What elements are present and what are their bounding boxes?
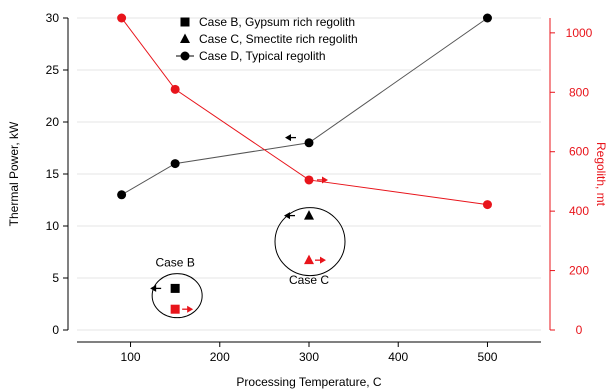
case-b-circle	[151, 273, 203, 319]
case-c-circle	[274, 207, 346, 277]
thermal-power-series-line	[121, 17, 488, 196]
right-tick-label: 200	[569, 264, 589, 278]
case-annotation: Case B	[155, 256, 194, 270]
legend-square-marker	[180, 17, 190, 27]
left-tick-label: 15	[46, 167, 60, 181]
right-tick-label: 600	[569, 145, 589, 159]
legend-label: Case D, Typical regolith	[199, 49, 326, 63]
thermal-power-circle-point	[304, 138, 314, 148]
left-axis-arrow-head	[285, 134, 291, 142]
left-axis-label: Thermal Power, kW	[7, 121, 21, 226]
x-tick-label: 500	[477, 350, 497, 364]
legend-triangle-marker	[180, 33, 190, 43]
right-tick-label: 0	[576, 323, 583, 337]
thermal-power-square-point	[170, 283, 180, 293]
x-tick-label: 100	[121, 350, 141, 364]
legend-circle-marker	[180, 51, 190, 61]
left-tick-label: 30	[46, 11, 60, 25]
right-axis-label: Regolith, mt	[594, 142, 608, 207]
left-tick-label: 25	[46, 63, 60, 77]
right-tick-label: 800	[569, 85, 589, 99]
thermal-power-circle-point	[482, 13, 492, 23]
thermal-power-triangle-point	[304, 210, 314, 220]
regolith-circle-point	[304, 175, 314, 185]
case-annotation: Case C	[289, 273, 329, 287]
legend-label: Case C, Smectite rich regolith	[199, 32, 358, 46]
right-tick-label: 400	[569, 204, 589, 218]
x-tick-label: 400	[388, 350, 408, 364]
x-axis-label: Processing Temperature, C	[236, 375, 382, 389]
regolith-square-point	[170, 304, 180, 314]
x-tick-label: 200	[210, 350, 230, 364]
regolith-circle-point	[117, 13, 127, 23]
right-tick-label: 1000	[566, 26, 593, 40]
left-axis-arrow-head	[284, 212, 290, 220]
left-tick-label: 5	[52, 271, 59, 285]
regolith-triangle-point	[304, 254, 314, 265]
right-axis-arrow-head	[320, 256, 326, 264]
right-axis-arrow-head	[187, 305, 194, 313]
legend-label: Case B, Gypsum rich regolith	[199, 15, 355, 29]
x-tick-label: 300	[299, 350, 319, 364]
left-tick-label: 20	[46, 115, 60, 129]
left-tick-label: 0	[52, 323, 59, 337]
thermal-power-circle-point	[170, 159, 180, 169]
thermal-power-circle-point	[117, 190, 127, 200]
regolith-circle-point	[482, 200, 492, 210]
left-axis-arrow-head	[150, 284, 157, 292]
regolith-circle-point	[170, 84, 180, 94]
right-axis-arrow-head	[322, 176, 328, 184]
left-tick-label: 10	[46, 219, 60, 233]
regolith-series-line	[121, 17, 488, 206]
